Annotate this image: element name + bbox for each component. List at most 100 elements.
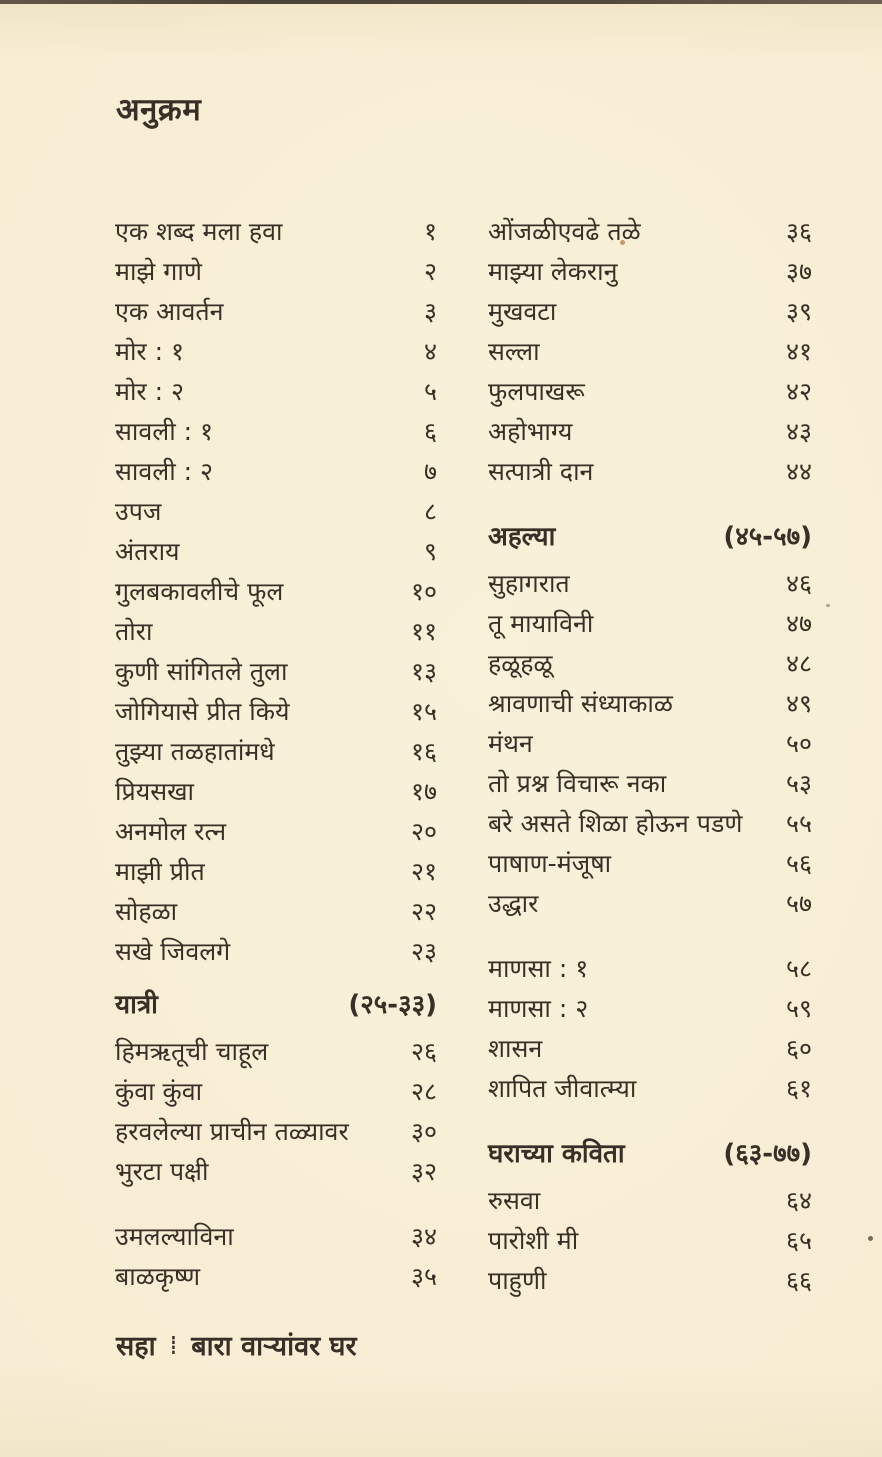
toc-entry: ओंजळीएवढे तळे ३६: [488, 212, 812, 252]
toc-entry-page-number: ३७: [785, 257, 812, 286]
toc-entry: सावली : १ ६: [115, 412, 437, 452]
footer-separator-icon: ⁞: [169, 1329, 178, 1360]
toc-entry: तुझ्या तळहातांमधे १६: [115, 732, 437, 772]
toc-entry-page-number: ३९: [785, 297, 812, 326]
toc-entry: बरे असते शिळा होऊन पडणे ५५: [488, 804, 812, 844]
toc-entry-page-number: ३०: [410, 1117, 437, 1146]
toc-entry-title: शासन: [488, 1034, 543, 1063]
toc-entry-page-number: ५५: [785, 809, 812, 838]
toc-entry-page-number: ६४: [785, 1186, 812, 1215]
toc-entry-page-number: ४३: [785, 417, 812, 446]
toc-entry: भुरटा पक्षी ३२: [115, 1152, 437, 1192]
toc-entry-page-number: ४१: [785, 337, 812, 366]
toc-entry-title: ओंजळीएवढे तळे: [488, 217, 641, 246]
toc-entry: सखे जिवलगे २३: [115, 932, 437, 972]
toc-entry: कुंवा कुंवा २८: [115, 1072, 437, 1112]
toc-entry-page-number: ५९: [785, 994, 812, 1023]
toc-entry: गुलबकावलीचे फूल १०: [115, 572, 437, 612]
toc-entry-title: सल्ला: [488, 337, 540, 366]
toc-entry: श्रावणाची संध्याकाळ ४९: [488, 684, 812, 724]
toc-entry: बाळकृष्ण ३५: [115, 1257, 437, 1297]
toc-entry-title: सावली : १: [115, 417, 214, 446]
toc-entry-title: सावली : २: [115, 457, 214, 486]
toc-entry: सावली : २ ७: [115, 452, 437, 492]
toc-entry-page-number: ३४: [410, 1222, 437, 1251]
toc-entry-title: माझ्या लेकरानु: [488, 257, 618, 286]
toc-entry: अनमोल रत्न २०: [115, 812, 437, 852]
toc-entry: पारोशी मी ६५: [488, 1221, 812, 1261]
toc-entry: रुसवा ६४: [488, 1181, 812, 1221]
toc-section-title: अहल्या: [488, 522, 556, 552]
toc-entry-title: प्रियसखा: [115, 777, 195, 806]
toc-entry-title: उद्धार: [488, 889, 539, 918]
toc-entry: माझे गाणे २: [115, 252, 437, 292]
toc-entry-page-number: ३५: [410, 1262, 437, 1291]
toc-entry-title: मंथन: [488, 729, 533, 758]
scan-speck: [826, 604, 830, 607]
toc-section-page-range: (२५-३३): [348, 990, 437, 1020]
toc-entry-page-number: ३६: [785, 217, 812, 246]
toc-entry-page-number: ४७: [785, 609, 812, 638]
toc-section-page-range: (४५-५७): [723, 522, 812, 552]
toc-entry-title: हरवलेल्या प्राचीन तळ्यावर: [115, 1117, 349, 1146]
toc-section-heading: यात्री (२५-३३): [115, 985, 437, 1025]
toc-entry-title: मोर : २: [115, 377, 184, 406]
toc-entry: पाहुणी ६६: [488, 1261, 812, 1301]
toc-entry-title: तोरा: [115, 617, 153, 646]
toc-entry-title: हळूहळू: [488, 649, 553, 678]
toc-entry-title: सोहळा: [115, 897, 178, 926]
toc-entry: हळूहळू ४८: [488, 644, 812, 684]
toc-entry: सत्पात्री दान ४४: [488, 452, 812, 492]
toc-entry: पाषाण-मंजूषा ५६: [488, 844, 812, 884]
toc-entry-page-number: १३: [410, 657, 437, 686]
scan-speck: [868, 1236, 873, 1241]
toc-entry-title: फुलपाखरू: [488, 377, 585, 406]
page-footer: सहा ⁞ बारा वाऱ्यांवर घर: [116, 1326, 357, 1363]
toc-entry: मुखवटा ३९: [488, 292, 812, 332]
toc-entry: जोगियासे प्रीत किये १५: [115, 692, 437, 732]
toc-entry-page-number: ४४: [785, 457, 812, 486]
toc-entry-page-number: ६१: [785, 1074, 812, 1103]
toc-entry-title: मुखवटा: [488, 297, 557, 326]
toc-entry-page-number: ३२: [410, 1157, 437, 1186]
toc-entry: सल्ला ४१: [488, 332, 812, 372]
toc-entry: कुणी सांगितले तुला १३: [115, 652, 437, 692]
toc-entry-page-number: ७: [423, 457, 437, 486]
toc-entry: तोरा ११: [115, 612, 437, 652]
toc-entry-page-number: २: [423, 257, 437, 286]
toc-entry-title: बरे असते शिळा होऊन पडणे: [488, 809, 743, 838]
toc-entry-page-number: ५: [423, 377, 437, 406]
toc-entry: मोर : १ ४: [115, 332, 437, 372]
toc-entry-page-number: ३: [423, 297, 437, 326]
toc-entry: उद्धार ५७: [488, 884, 812, 924]
toc-entry-page-number: ९: [423, 537, 437, 566]
toc-entry-title: सत्पात्री दान: [488, 457, 594, 486]
toc-entry: हरवलेल्या प्राचीन तळ्यावर ३०: [115, 1112, 437, 1152]
toc-entry: तू मायाविनी ४७: [488, 604, 812, 644]
toc-entry: उमलल्याविना ३४: [115, 1217, 437, 1257]
toc-entry-page-number: ४९: [785, 689, 812, 718]
toc-entry-title: मोर : १: [115, 337, 184, 366]
footer-page-number: सहा: [116, 1331, 156, 1362]
toc-entry-page-number: ६०: [785, 1034, 812, 1063]
toc-entry: माणसा : २ ५९: [488, 989, 812, 1029]
toc-entry-page-number: ४२: [785, 377, 812, 406]
toc-entry-page-number: १: [423, 217, 437, 246]
toc-section-heading: अहल्या (४५-५७): [488, 517, 812, 557]
toc-entry: शासन ६०: [488, 1029, 812, 1069]
toc-entry-title: उपज: [115, 497, 162, 526]
toc-entry: शापित जीवात्म्या ६१: [488, 1069, 812, 1109]
toc-entry: अहोभाग्य ४३: [488, 412, 812, 452]
toc-entry-page-number: २६: [410, 1037, 437, 1066]
toc-entry: माझी प्रीत २१: [115, 852, 437, 892]
toc-section-title: घराच्या कविता: [488, 1139, 625, 1169]
toc-section-title: यात्री: [115, 990, 158, 1020]
toc-entry-title: तू मायाविनी: [488, 609, 594, 638]
toc-entry-title: पाषाण-मंजूषा: [488, 849, 612, 878]
toc-entry-title: माझी प्रीत: [115, 857, 205, 886]
toc-entry-page-number: ८: [423, 497, 437, 526]
toc-entry-page-number: २८: [410, 1077, 437, 1106]
toc-entry-title: गुलबकावलीचे फूल: [115, 577, 284, 606]
toc-entry: उपज ८: [115, 492, 437, 532]
